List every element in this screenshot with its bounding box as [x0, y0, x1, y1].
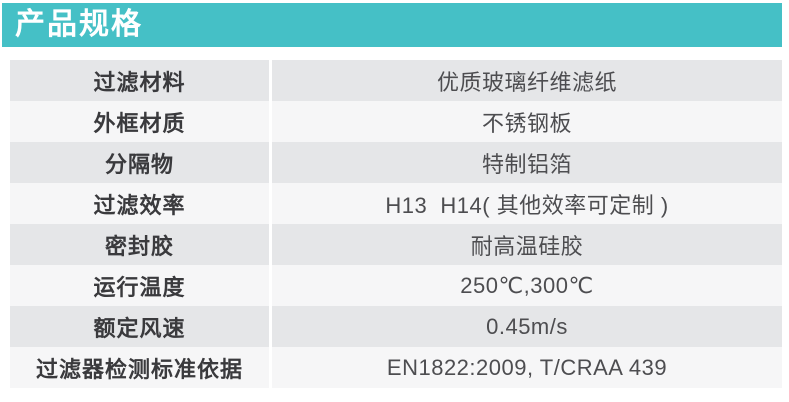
spec-label: 额定风速 [10, 306, 269, 347]
table-row: 运行温度 250℃,300℃ [10, 265, 782, 306]
table-row: 过滤器检测标准依据 EN1822:2009, T/CRAA 439 [10, 347, 782, 388]
table-row: 外框材质 不锈钢板 [10, 101, 782, 142]
section-header-banner: 产品规格 [2, 3, 782, 47]
spec-value: 优质玻璃纤维滤纸 [272, 60, 782, 101]
spec-label: 分隔物 [10, 142, 269, 183]
spec-label: 过滤材料 [10, 60, 269, 101]
spec-label: 密封胶 [10, 224, 269, 265]
spec-value: 0.45m/s [272, 306, 782, 347]
spec-label: 运行温度 [10, 265, 269, 306]
spec-value: 不锈钢板 [272, 101, 782, 142]
spec-label: 过滤器检测标准依据 [10, 347, 269, 388]
spec-label: 过滤效率 [10, 183, 269, 224]
spec-value: 耐高温硅胶 [272, 224, 782, 265]
table-row: 过滤材料 优质玻璃纤维滤纸 [10, 60, 782, 101]
spec-value: EN1822:2009, T/CRAA 439 [272, 347, 782, 388]
spec-table: 过滤材料 优质玻璃纤维滤纸 外框材质 不锈钢板 分隔物 特制铝箔 过滤效率 H1… [10, 60, 782, 388]
table-row: 过滤效率 H13 H14( 其他效率可定制 ) [10, 183, 782, 224]
spec-label: 外框材质 [10, 101, 269, 142]
table-row: 密封胶 耐高温硅胶 [10, 224, 782, 265]
spec-value: 特制铝箔 [272, 142, 782, 183]
spec-value: H13 H14( 其他效率可定制 ) [272, 183, 782, 224]
spec-value: 250℃,300℃ [272, 265, 782, 306]
table-row: 额定风速 0.45m/s [10, 306, 782, 347]
table-row: 分隔物 特制铝箔 [10, 142, 782, 183]
page-title: 产品规格 [15, 8, 143, 41]
